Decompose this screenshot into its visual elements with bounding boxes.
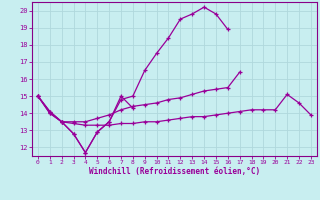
X-axis label: Windchill (Refroidissement éolien,°C): Windchill (Refroidissement éolien,°C)	[89, 167, 260, 176]
